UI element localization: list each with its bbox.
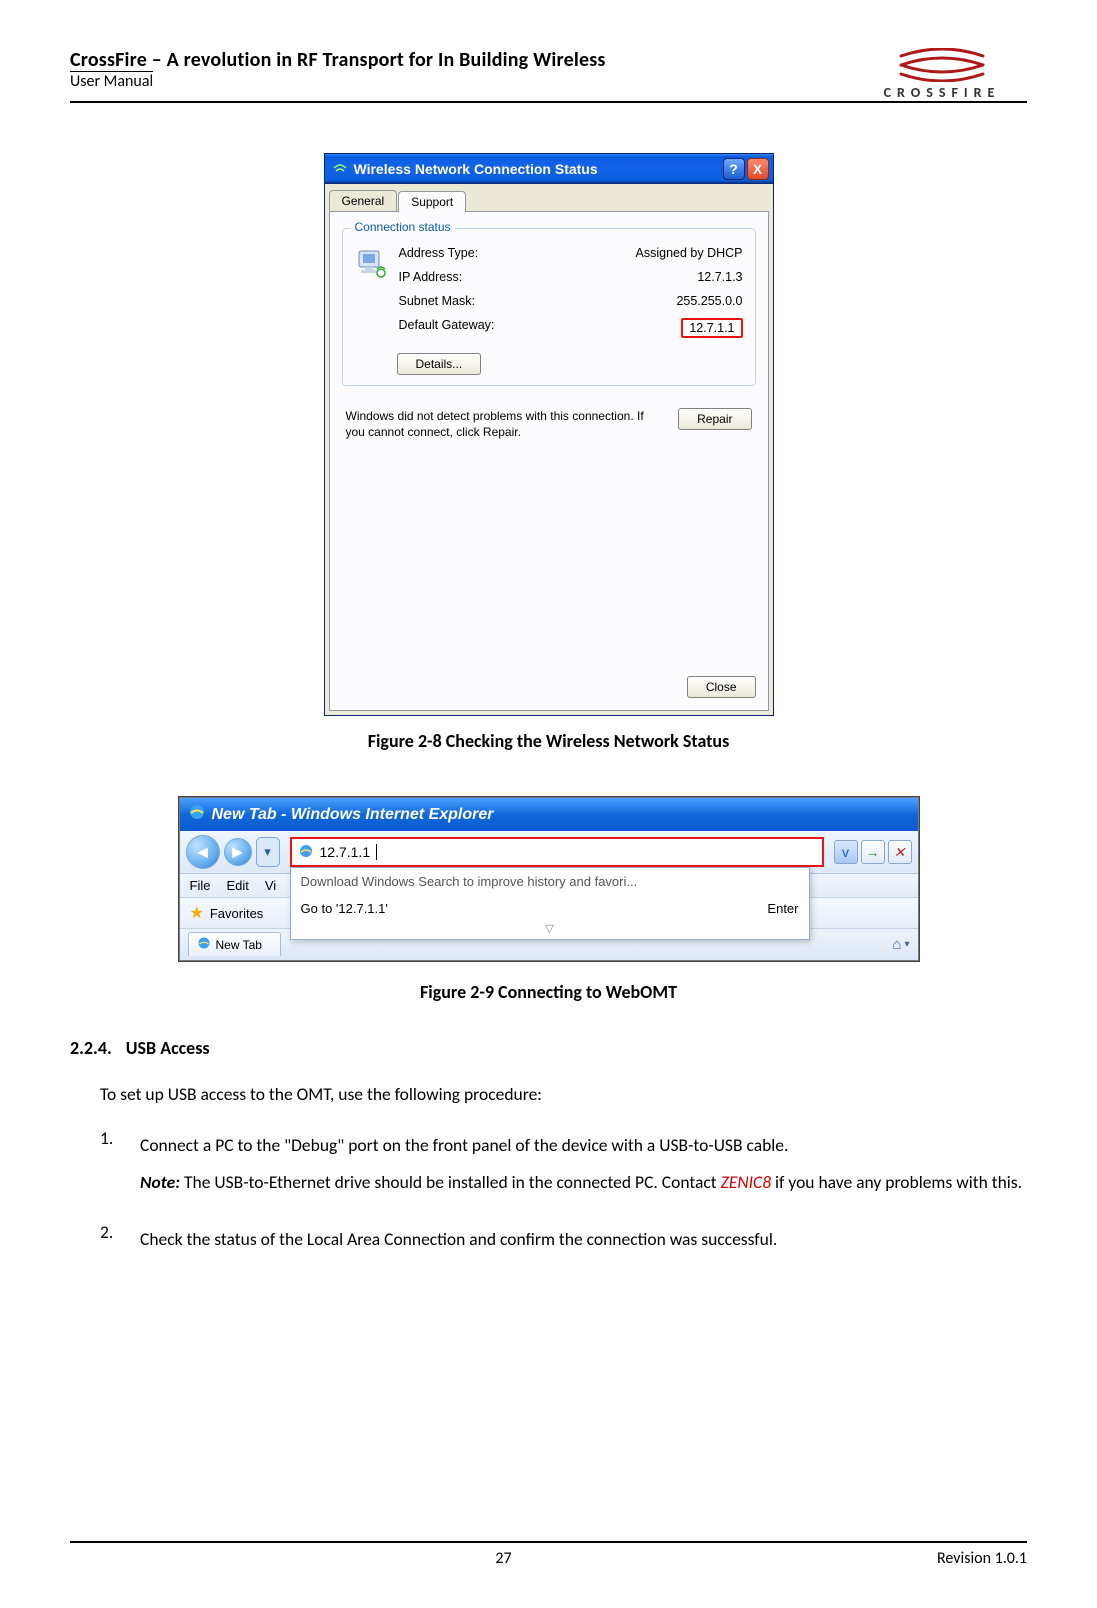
repair-button[interactable]: Repair — [678, 408, 751, 430]
section-intro: To set up USB access to the OMT, use the… — [70, 1081, 1027, 1107]
step-1-number: 1. — [100, 1127, 116, 1201]
value-subnet: 255.255.0.0 — [676, 294, 742, 308]
home-dropdown-icon: ▾ — [904, 939, 909, 950]
history-dropdown-button[interactable]: ▾ — [256, 837, 280, 867]
menu-file[interactable]: File — [190, 878, 211, 893]
ie-toolbar: ◄ ► ▾ 12.7.1.1 Download Windows Search t… — [180, 831, 918, 874]
section-heading: 2.2.4. USB Access — [70, 1037, 1027, 1059]
groupbox-title: Connection status — [351, 220, 455, 234]
dropdown-expand-icon[interactable]: ▽ — [291, 922, 809, 939]
suggestion-download-search[interactable]: Download Windows Search to improve histo… — [291, 868, 809, 895]
page-footer: 27 Revision 1.0.1 — [70, 1541, 1027, 1568]
connection-icon — [353, 241, 397, 375]
ie-titlebar[interactable]: New Tab - Windows Internet Explorer — [180, 798, 918, 831]
row-ip: IP Address: 12.7.1.3 — [397, 265, 745, 289]
close-button[interactable]: Close — [687, 676, 756, 698]
stop-button[interactable]: ✕ — [888, 840, 912, 864]
favorites-star-icon: ★ — [190, 903, 204, 923]
header-subtitle: User Manual — [70, 71, 153, 95]
row-address-type: Address Type: Assigned by DHCP — [397, 241, 745, 265]
step-2-text: Check the status of the Local Area Conne… — [140, 1221, 1027, 1258]
forward-button[interactable]: ► — [224, 838, 252, 866]
close-icon[interactable]: X — [747, 158, 769, 180]
row-gateway: Default Gateway: 12.7.1.1 — [397, 313, 745, 343]
logo-waves-icon — [897, 48, 987, 82]
value-ip: 12.7.1.3 — [697, 270, 742, 284]
step-1-text: Connect a PC to the "Debug" port on the … — [140, 1127, 1027, 1201]
address-bar[interactable]: 12.7.1.1 — [290, 837, 824, 867]
address-dropdown-button[interactable]: v — [834, 840, 858, 864]
tab-support[interactable]: Support — [398, 191, 466, 212]
menu-edit[interactable]: Edit — [226, 878, 248, 893]
tab-page-icon — [197, 936, 211, 953]
figure-2-8-caption: Figure 2-8 Checking the Wireless Network… — [70, 730, 1027, 752]
row-subnet: Subnet Mask: 255.255.0.0 — [397, 289, 745, 313]
goto-label: Go to '12.7.1.1' — [301, 901, 388, 916]
header-title: CrossFire – A revolution in RF Transport… — [70, 48, 857, 72]
address-text: 12.7.1.1 — [320, 844, 371, 860]
step-2: 2. Check the status of the Local Area Co… — [70, 1221, 1027, 1258]
wireless-status-dialog: Wireless Network Connection Status ? X G… — [324, 153, 774, 716]
problems-section: Windows did not detect problems with thi… — [342, 408, 756, 440]
favorites-label[interactable]: Favorites — [210, 906, 263, 921]
menu-view[interactable]: Vi — [265, 878, 276, 893]
page-header: CrossFire – A revolution in RF Transport… — [70, 48, 1027, 103]
value-gateway: 12.7.1.1 — [681, 318, 742, 338]
wireless-icon — [331, 160, 349, 178]
ie-title-text: New Tab - Windows Internet Explorer — [212, 806, 494, 824]
ie-window: New Tab - Windows Internet Explorer ◄ ► … — [179, 797, 919, 961]
step-1: 1. Connect a PC to the "Debug" port on t… — [70, 1127, 1027, 1201]
dialog-title: Wireless Network Connection Status — [354, 161, 721, 177]
home-icon: ⌂ — [892, 936, 901, 953]
problems-text: Windows did not detect problems with thi… — [346, 408, 659, 440]
help-button[interactable]: ? — [723, 158, 745, 180]
tab-label: New Tab — [216, 938, 262, 952]
crossfire-logo: CROSSFIRE — [857, 48, 1027, 101]
logo-text: CROSSFIRE — [884, 84, 1001, 101]
figure-2-9-caption: Figure 2-9 Connecting to WebOMT — [70, 981, 1027, 1003]
step-2-number: 2. — [100, 1221, 116, 1258]
suggestion-goto[interactable]: Go to '12.7.1.1' Enter — [291, 895, 809, 922]
address-suggestions-dropdown: Download Windows Search to improve histo… — [290, 867, 810, 940]
dialog-body: Connection status — [329, 211, 769, 711]
section-title: USB Access — [126, 1037, 210, 1059]
browser-tab-new[interactable]: New Tab — [188, 932, 281, 956]
label-gateway: Default Gateway: — [399, 318, 495, 338]
revision-label: Revision 1.0.1 — [937, 1549, 1027, 1568]
label-address-type: Address Type: — [399, 246, 479, 260]
go-button[interactable]: → — [861, 840, 885, 864]
text-cursor — [376, 844, 377, 860]
dialog-titlebar[interactable]: Wireless Network Connection Status ? X — [325, 154, 773, 184]
label-ip: IP Address: — [399, 270, 463, 284]
connection-status-group: Connection status — [342, 228, 756, 386]
home-button[interactable]: ⌂ ▾ — [892, 936, 909, 953]
back-button[interactable]: ◄ — [186, 835, 220, 869]
tab-strip: General Support — [325, 184, 773, 211]
page-number: 27 — [70, 1549, 937, 1568]
ie-page-icon — [298, 843, 314, 862]
label-subnet: Subnet Mask: — [399, 294, 475, 308]
section-number: 2.2.4. — [70, 1037, 112, 1059]
tab-general[interactable]: General — [329, 190, 398, 211]
value-address-type: Assigned by DHCP — [636, 246, 743, 260]
ie-logo-icon — [188, 803, 206, 826]
details-button[interactable]: Details... — [397, 353, 482, 375]
goto-enter-label: Enter — [767, 901, 798, 916]
